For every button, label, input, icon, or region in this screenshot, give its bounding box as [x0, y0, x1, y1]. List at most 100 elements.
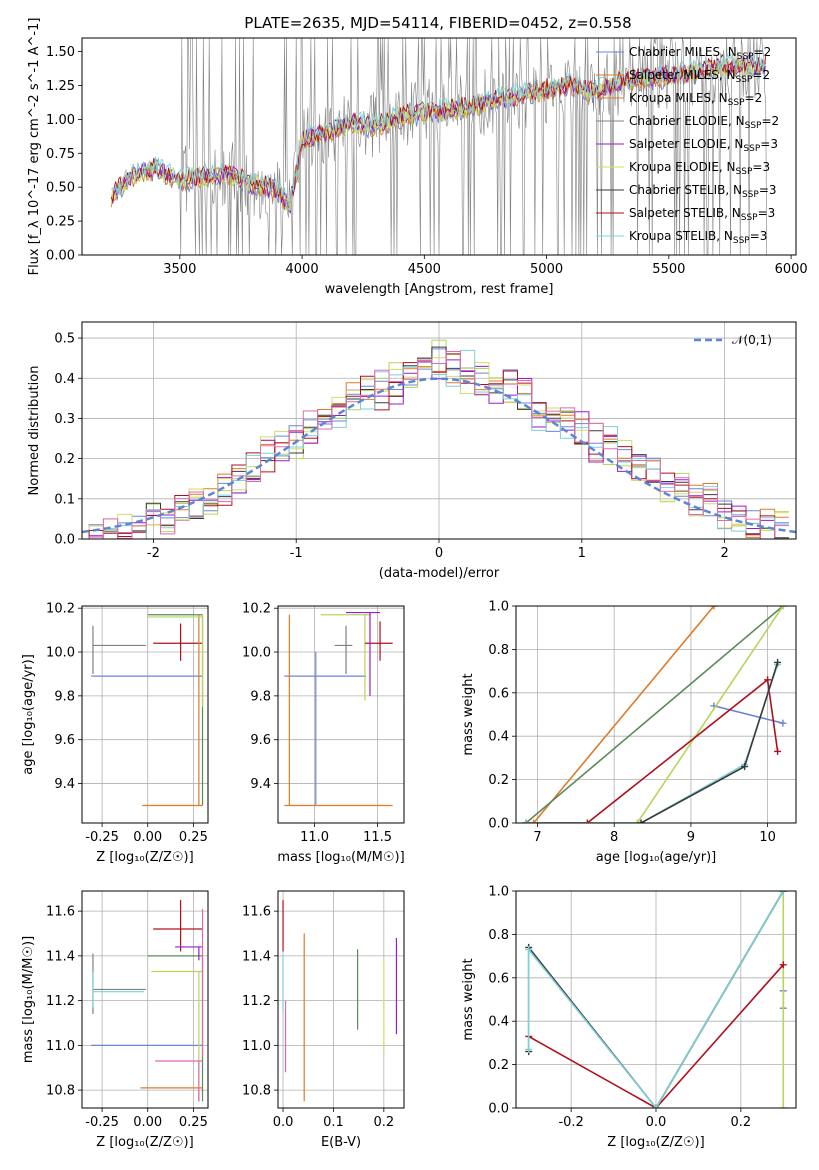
- x-tick-label: 2: [720, 546, 728, 561]
- y-tick-label: 1.50: [46, 45, 75, 60]
- legend-label-sub: SSP: [741, 213, 758, 223]
- y-tick-label: 11.0: [242, 1039, 271, 1054]
- x-axis-label: age [log₁₀(age/yr)]: [596, 850, 717, 865]
- x-tick-label: -0.25: [85, 1115, 119, 1130]
- chart-residuals: -2 -1 0 1 2 0.0 0.1 0.2 0.3 0.4 0.5 (data-model)/er…: [27, 321, 797, 581]
- y-tick-label: 9.6: [54, 733, 75, 748]
- y-tick-label: 11.6: [46, 905, 75, 920]
- legend-entry: Salpeter MILES, NSSP=2: [629, 68, 770, 85]
- histogram-series: [89, 339, 789, 539]
- legend-label-tail: =3: [759, 183, 777, 197]
- x-tick-label: 4000: [286, 262, 319, 277]
- y-tick-label: 10.8: [46, 1084, 75, 1099]
- weight-point-marker: [583, 819, 591, 823]
- weight-point-marker: [525, 946, 533, 954]
- x-tick-label: 0.25: [179, 1115, 208, 1130]
- legend-label-tail: =2: [745, 91, 763, 105]
- y-axis-label: age [log₁₀(age/yr)]: [21, 654, 36, 775]
- y-tick-label: 11.0: [46, 1039, 75, 1054]
- histogram-series: [88, 351, 789, 539]
- y-tick-label: 0.2: [488, 1058, 509, 1073]
- y-axis-label: mass weight: [461, 673, 476, 755]
- data-point: [153, 899, 203, 952]
- y-tick-label: 0.4: [488, 1015, 509, 1030]
- chart-weight-vs-age: 7 8 9 10 0.0 0.2 0.4 0.6 0.8 1.0 age [log₁₀(age/yr…: [461, 600, 797, 865]
- data-point: [284, 652, 367, 806]
- plot-area: [110, 38, 767, 255]
- legend-label-sub: SSP: [737, 52, 754, 62]
- y-tick-label: 10.2: [46, 602, 75, 617]
- data-point: [155, 1060, 203, 1102]
- weight-series-line: [713, 705, 784, 724]
- x-tick-label: 3500: [163, 262, 196, 277]
- figure-title: PLATE=2635, MJD=54114, FIBERID=0452, z=0…: [244, 14, 631, 32]
- plot-area: [82, 606, 208, 823]
- y-tick-label: 1.0: [488, 885, 509, 900]
- weight-point-marker: [779, 1104, 787, 1108]
- legend-entry: Chabrier MILES, NSSP=2: [629, 45, 771, 62]
- weight-series-line: [640, 662, 779, 823]
- y-tick-label: 11.2: [46, 994, 75, 1009]
- x-tick-label: 1: [578, 546, 586, 561]
- y-tick-label: 11.4: [46, 949, 75, 964]
- weight-point-marker: [525, 1045, 533, 1053]
- x-axis-label: Z [log₁₀(Z/Z☉)]: [607, 1135, 704, 1150]
- x-axis-label: mass [log₁₀(M/M☉)]: [277, 850, 404, 865]
- legend-label-sub: SSP: [743, 144, 760, 154]
- x-tick-label: 5000: [530, 262, 563, 277]
- legend-label-text: Salpeter ELODIE, N: [629, 137, 743, 151]
- legend-label-tail: =2: [752, 68, 770, 82]
- legend-label-sub: SSP: [728, 98, 745, 108]
- x-tick-label: 11.0: [300, 830, 329, 845]
- legend-label-tail: =3: [750, 229, 768, 243]
- y-axis-label: Flux [f_λ 10^-17 erg cm^-2 s^-1 A^-1]: [27, 18, 42, 276]
- data-point: [153, 623, 203, 661]
- y-tick-label: 9.6: [250, 733, 271, 748]
- legend-entry: Salpeter ELODIE, NSSP=3: [629, 137, 778, 154]
- x-axis-label: (data-model)/error: [379, 566, 500, 581]
- y-tick-label: 10.8: [242, 1084, 271, 1099]
- weight-point-marker: [779, 606, 787, 610]
- plot-area: [82, 891, 208, 1108]
- y-tick-label: 11.6: [242, 905, 271, 920]
- legend-entry: Kroupa ELODIE, NSSP=3: [629, 160, 770, 177]
- y-tick-label: 0.0: [488, 1102, 509, 1117]
- chart-mass-vs-ebv: 0.0 0.1 0.2 10.8 11.0 11.2 11.4 11.6 E(B-V): [242, 890, 405, 1150]
- x-tick-label: 4500: [408, 262, 441, 277]
- y-tick-label: 0.8: [488, 928, 509, 943]
- x-tick-label: -1: [290, 546, 303, 561]
- weight-point-marker: [774, 658, 782, 666]
- data-point: [334, 625, 353, 674]
- legend-entry: Chabrier ELODIE, NSSP=2: [629, 114, 779, 131]
- x-tick-label: 9: [687, 830, 695, 845]
- data-point: [364, 621, 393, 661]
- x-tick-label: 7: [533, 830, 541, 845]
- data-point: [147, 955, 204, 1102]
- y-tick-label: 0.2: [54, 452, 75, 467]
- x-axis-label: wavelength [Angstrom, rest frame]: [325, 282, 554, 297]
- spectrum-data-line: [111, 38, 767, 255]
- legend-label-tail: =2: [761, 114, 779, 128]
- data-point: [320, 614, 372, 701]
- weight-series-line: [526, 606, 784, 823]
- weight-point-marker: [710, 606, 718, 610]
- weight-point-marker: [779, 719, 787, 727]
- axes-frame: [81, 37, 797, 256]
- x-tick-label: 0: [435, 546, 443, 561]
- weight-point-marker: [633, 819, 641, 823]
- y-tick-label: 1.25: [46, 79, 75, 94]
- x-tick-label: -0.2: [558, 1115, 583, 1130]
- legend-label-sub: SSP: [733, 236, 750, 246]
- data-point: [147, 614, 204, 707]
- axes-frame: [277, 890, 405, 1109]
- y-tick-label: 0.25: [46, 215, 75, 230]
- weight-point-marker: [774, 747, 782, 755]
- x-tick-label: 0.00: [133, 1115, 162, 1130]
- legend-entry: Kroupa MILES, NSSP=2: [629, 91, 762, 108]
- y-tick-label: 0.1: [54, 492, 75, 507]
- legend-label-sub: SSP: [745, 121, 762, 131]
- data-point: [346, 611, 381, 696]
- weight-point-marker: [522, 819, 530, 823]
- weight-series-line: [527, 891, 784, 1108]
